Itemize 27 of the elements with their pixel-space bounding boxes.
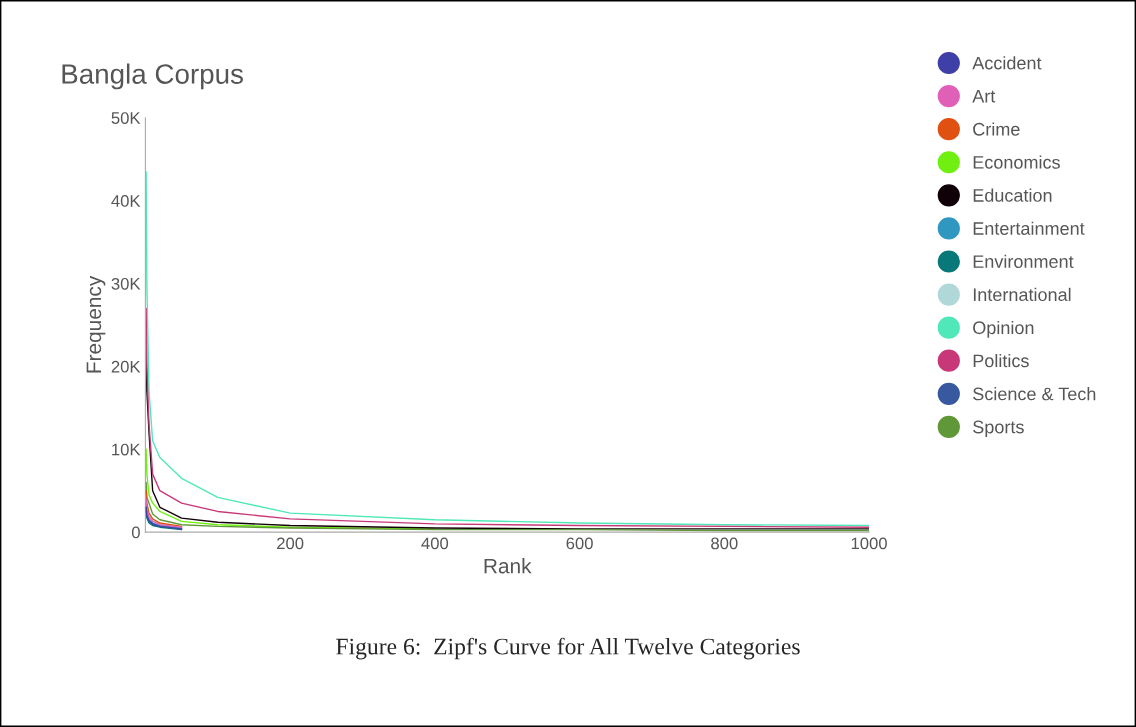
x-tick-label: 400	[421, 537, 449, 550]
chart-title: Bangla Corpus	[62, 63, 243, 90]
legend-label: Accident	[972, 56, 1042, 70]
y-tick-label: 10K	[112, 443, 141, 456]
x-tick-label: 600	[566, 537, 593, 550]
y-tick-label: 20K	[111, 360, 141, 373]
legend-label: Entertainment	[973, 221, 1085, 235]
legend-label: Education	[973, 188, 1052, 202]
x-tick-label: 1000	[851, 537, 887, 550]
legend-label: Politics	[973, 353, 1029, 368]
legend-label: Environment	[973, 254, 1074, 268]
x-tick-label: 800	[711, 537, 738, 550]
legend-label: Sports	[973, 420, 1024, 437]
legend-label: Crime	[973, 122, 1020, 136]
caption: Figure 6: Zipf's Curve for All Twelve Categories	[336, 637, 800, 660]
legend-label: Art	[972, 89, 996, 103]
x-tick-label: 200	[277, 537, 304, 550]
legend-label: International	[973, 287, 1071, 302]
legend-label: Science & Tech	[973, 387, 1096, 401]
y-tick-label: 40K	[111, 195, 141, 207]
y-tick-label: 30K	[111, 277, 141, 290]
legend-label: Opinion	[973, 320, 1034, 338]
y-axis-title: Frequency	[86, 275, 106, 373]
x-axis-title: Rank	[484, 558, 532, 574]
legend-label: Economics	[973, 155, 1060, 169]
y-tick-label: 0	[131, 526, 140, 539]
y-tick-label: 50K	[111, 112, 141, 124]
